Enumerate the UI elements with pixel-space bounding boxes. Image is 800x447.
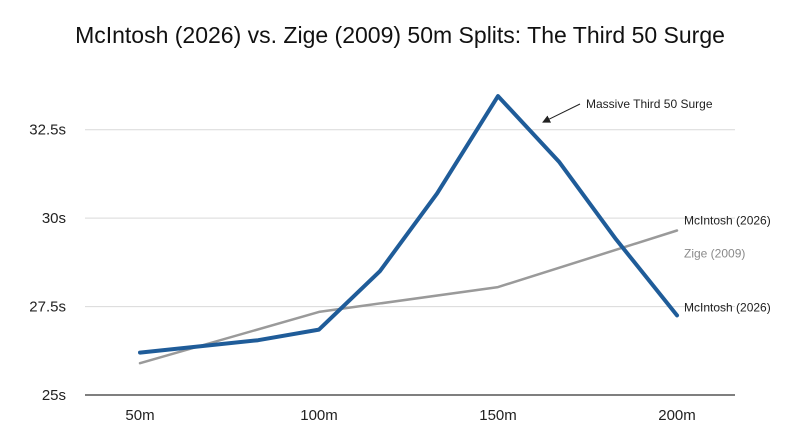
y-tick-label: 27.5s: [29, 299, 66, 316]
y-tick-label: 25s: [42, 387, 66, 404]
series-line-mcintosh: [138, 94, 679, 355]
annotation-arrow: [542, 103, 581, 123]
x-tick-label: 150m: [479, 407, 517, 424]
end-label-zige: Zige (2009): [684, 247, 745, 261]
series-line-zige: [138, 229, 679, 365]
end-label-mcintosh: McIntosh (2026): [684, 300, 771, 314]
chart-title: McIntosh (2026) vs. Zige (2009) 50m Spli…: [75, 22, 725, 48]
annotation-label: Massive Third 50 Surge: [586, 97, 713, 111]
end-label-mcintosh-top: McIntosh (2026): [684, 214, 771, 228]
x-tick-label: 100m: [300, 407, 338, 424]
y-tick-label: 30s: [42, 210, 66, 227]
x-tick-label: 50m: [125, 407, 154, 424]
y-tick-label: 32.5s: [29, 122, 66, 139]
x-tick-label: 200m: [658, 407, 696, 424]
